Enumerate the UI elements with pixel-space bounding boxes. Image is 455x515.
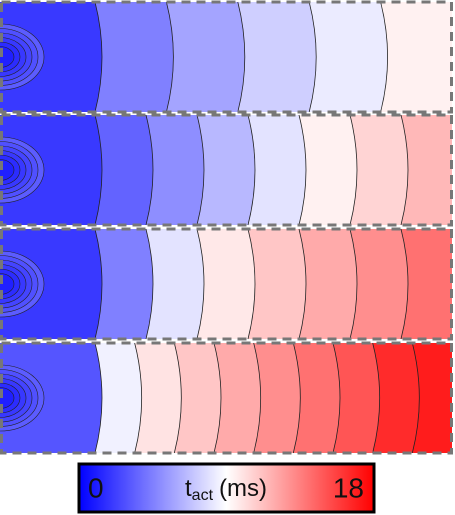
contour-band [350, 115, 408, 225]
contour-line [400, 114, 409, 226]
contour-line [298, 114, 307, 226]
contour-line [308, 1, 317, 113]
contour-band [401, 229, 452, 339]
contour-line [196, 228, 205, 340]
panel-frame [0, 0, 453, 114]
label-unit: (ms) [219, 475, 267, 502]
panel-frame [0, 341, 453, 455]
contour-band [372, 343, 420, 453]
contour-line [94, 1, 103, 113]
contour-line [380, 1, 388, 113]
contour-band [166, 2, 245, 112]
contour-band [95, 343, 142, 453]
contour-line [298, 228, 307, 340]
contour-line [173, 342, 182, 454]
contour-line [247, 114, 256, 226]
label-sub: act [192, 487, 214, 504]
contour-band [248, 229, 306, 339]
contour-band [248, 115, 306, 225]
contour-band [237, 2, 317, 112]
contour-band [146, 229, 204, 339]
source-ring [0, 273, 15, 295]
contour-band [299, 115, 357, 225]
contour-line [332, 342, 341, 454]
contour-line [94, 228, 103, 340]
contour-band [0, 343, 102, 453]
source-ring [0, 159, 15, 181]
contour-band [197, 115, 255, 225]
contour-band [0, 229, 102, 339]
contour-line [196, 114, 205, 226]
source-ring [0, 387, 15, 409]
contour-line [247, 228, 256, 340]
contour-band [174, 343, 221, 453]
contour-band [197, 229, 255, 339]
contour-line [292, 342, 301, 454]
contour-band [309, 2, 388, 112]
source-ring [0, 46, 15, 68]
contour-band [95, 2, 174, 112]
contour-band [293, 343, 340, 453]
contour-line [145, 114, 154, 226]
contour-line [349, 114, 358, 226]
panel-frame [0, 113, 453, 227]
colorbar-tick-label: 0 [88, 472, 104, 503]
contour-band [350, 229, 408, 339]
contour-line [237, 1, 246, 113]
contour-line [166, 1, 174, 113]
contour-band [401, 115, 452, 225]
contour-band [146, 115, 204, 225]
contour-band [95, 115, 153, 225]
contour-line [94, 342, 103, 454]
contour-band [214, 343, 261, 453]
contour-line [94, 114, 103, 226]
contour-line [134, 342, 143, 454]
contour-line [400, 228, 409, 340]
contour-band [253, 343, 301, 453]
contour-band [333, 343, 380, 453]
label-main: t [185, 475, 192, 502]
contour-band [299, 229, 357, 339]
contour-line [349, 228, 358, 340]
contour-line [253, 342, 262, 454]
contour-band [380, 2, 452, 112]
contour-band [0, 2, 102, 112]
contour-band [134, 343, 182, 453]
contour-band [95, 229, 153, 339]
contour-band [412, 343, 452, 453]
contour-line [213, 342, 222, 454]
colorbar-label: tact (ms) [185, 475, 267, 504]
colorbar [77, 462, 376, 514]
contour-line [411, 342, 420, 454]
colorbar-tick-label: 18 [333, 472, 364, 503]
panel-frame [0, 227, 453, 341]
contour-line [145, 228, 154, 340]
contour-line [372, 342, 381, 454]
contour-band [0, 115, 102, 225]
